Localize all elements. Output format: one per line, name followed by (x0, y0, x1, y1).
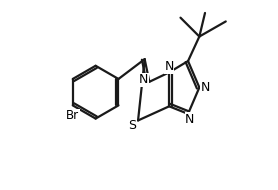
Text: N: N (200, 81, 210, 94)
Text: Br: Br (66, 109, 79, 122)
Text: N: N (139, 73, 148, 86)
Text: N: N (165, 60, 174, 73)
Text: N: N (185, 113, 195, 126)
Text: S: S (128, 119, 136, 132)
